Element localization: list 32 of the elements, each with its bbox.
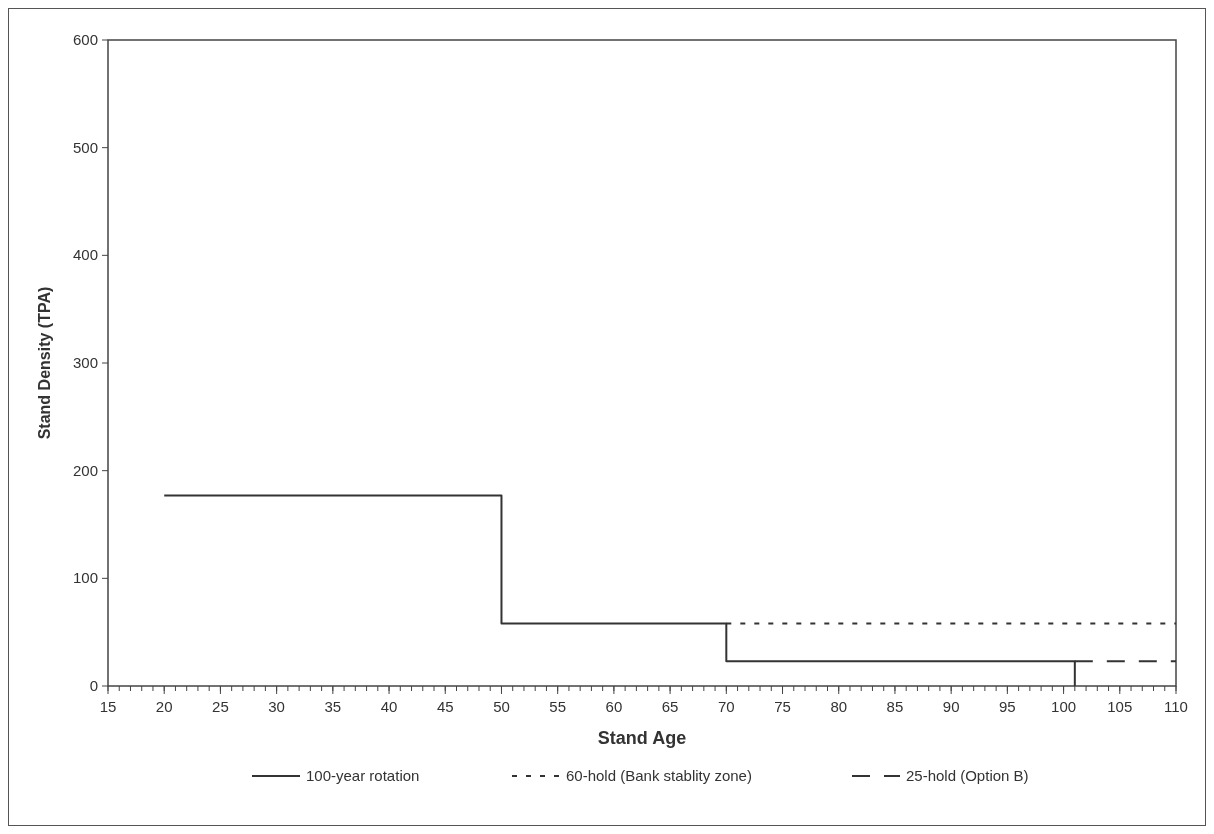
y-tick-label: 600 <box>72 31 98 48</box>
y-axis-title: Stand Density (TPA) <box>36 286 53 440</box>
x-tick-label: 25 <box>212 698 229 715</box>
y-tick-label: 200 <box>72 461 98 479</box>
x-tick-label: 40 <box>380 698 398 715</box>
x-tick-label: 55 <box>549 698 567 715</box>
y-tick-label: 500 <box>72 138 98 156</box>
legend-label: 60-hold (Bank stablity zone) <box>566 767 752 784</box>
x-tick-label: 105 <box>1107 698 1133 715</box>
y-tick-label: 400 <box>72 246 98 264</box>
x-tick-label: 110 <box>1164 698 1188 715</box>
x-tick-label: 15 <box>99 698 117 715</box>
x-tick-label: 85 <box>886 698 904 715</box>
x-tick-label: 90 <box>942 698 960 715</box>
x-tick-label: 80 <box>830 698 848 715</box>
x-tick-label: 50 <box>493 698 510 715</box>
x-tick-label: 95 <box>999 698 1016 715</box>
x-tick-label: 60 <box>605 698 623 715</box>
y-tick-label: 100 <box>72 569 98 587</box>
x-tick-label: 30 <box>268 698 285 715</box>
y-tick-label: 300 <box>72 354 98 371</box>
legend-label: 25-hold (Option B) <box>906 767 1029 784</box>
x-axis-title: Stand Age <box>597 728 687 748</box>
x-tick-label: 100 <box>1051 698 1077 715</box>
x-tick-label: 20 <box>155 698 173 715</box>
x-tick-label: 75 <box>774 698 791 715</box>
x-tick-label: 45 <box>436 698 454 715</box>
x-tick-label: 70 <box>717 698 735 715</box>
legend-label: 100-year rotation <box>306 767 420 784</box>
y-tick-label: 0 <box>89 677 98 694</box>
x-tick-label: 35 <box>324 698 342 715</box>
x-tick-label: 65 <box>661 698 679 715</box>
